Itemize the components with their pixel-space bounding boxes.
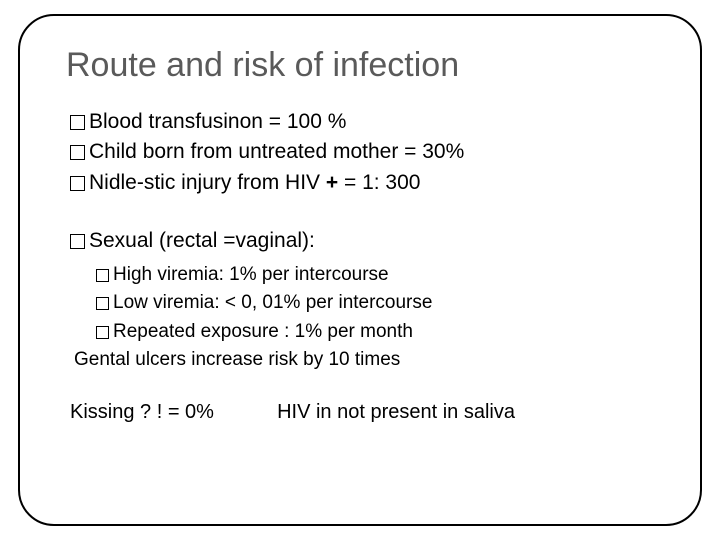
item-text: Child born from untreated mother = 30% xyxy=(89,137,464,167)
checkbox-icon xyxy=(96,297,109,310)
footer: Kissing ? ! = 0% HIV in not present in s… xyxy=(70,401,660,424)
slide-title: Route and risk of infection xyxy=(66,46,660,85)
slide-frame: Route and risk of infection Blood transf… xyxy=(18,14,702,526)
list-item: Blood transfusinon = 100 % xyxy=(70,107,660,137)
list-item: Low viremia: < 0, 01% per intercourse xyxy=(96,289,660,318)
item-text: Nidle-stic injury from HIV + = 1: 300 xyxy=(89,168,420,198)
top-list: Blood transfusinon = 100 % Child born fr… xyxy=(70,107,660,198)
checkbox-icon xyxy=(70,176,85,191)
list-item: Repeated exposure : 1% per month xyxy=(96,318,660,347)
list-item: Child born from untreated mother = 30% xyxy=(70,137,660,167)
section-header-text: Sexual (rectal =vaginal): xyxy=(89,226,315,256)
list-item: Nidle-stic injury from HIV + = 1: 300 xyxy=(70,168,660,198)
sub-list: High viremia: 1% per intercourse Low vir… xyxy=(96,261,660,347)
footer-right: HIV in not present in saliva xyxy=(277,401,515,423)
section-header: Sexual (rectal =vaginal): xyxy=(70,226,660,256)
item-text: Repeated exposure : 1% per month xyxy=(113,318,413,347)
note-text: Gental ulcers increase risk by 10 times xyxy=(74,346,660,375)
checkbox-icon xyxy=(70,115,85,130)
item-text: Low viremia: < 0, 01% per intercourse xyxy=(113,289,432,318)
footer-left: Kissing ? ! = 0% xyxy=(70,401,214,423)
checkbox-icon xyxy=(70,234,85,249)
item-text: High viremia: 1% per intercourse xyxy=(113,261,389,290)
checkbox-icon xyxy=(96,326,109,339)
checkbox-icon xyxy=(96,269,109,282)
checkbox-icon xyxy=(70,145,85,160)
list-item: High viremia: 1% per intercourse xyxy=(96,261,660,290)
item-text: Blood transfusinon = 100 % xyxy=(89,107,346,137)
